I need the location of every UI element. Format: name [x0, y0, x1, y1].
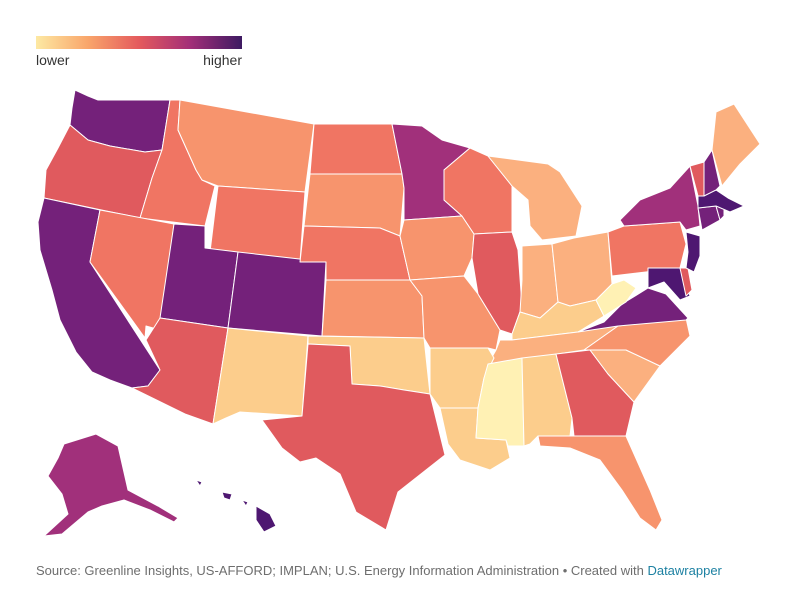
state-north-dakota[interactable]: [309, 123, 403, 175]
state-missouri[interactable]: [409, 275, 501, 351]
state-kansas[interactable]: [321, 279, 425, 339]
state-delaware[interactable]: [679, 267, 693, 297]
state-hawaii[interactable]: [195, 479, 277, 533]
state-iowa[interactable]: [399, 215, 475, 281]
source-text: Source: Greenline Insights, US-AFFORD; I…: [36, 563, 648, 578]
state-michigan[interactable]: [487, 155, 583, 241]
state-california[interactable]: [37, 197, 161, 389]
state-new-york[interactable]: [619, 165, 701, 231]
legend-labels: lower higher: [36, 52, 242, 69]
state-virginia[interactable]: [577, 287, 689, 333]
state-montana[interactable]: [177, 99, 315, 193]
state-massachusetts[interactable]: [697, 189, 745, 213]
state-maine[interactable]: [711, 103, 761, 187]
state-texas[interactable]: [261, 343, 446, 531]
state-west-virginia[interactable]: [595, 279, 637, 317]
datawrapper-link[interactable]: Datawrapper: [647, 563, 722, 578]
state-new-hampshire[interactable]: [703, 149, 721, 197]
legend-gradient-bar: [36, 36, 242, 49]
state-alaska[interactable]: [43, 433, 179, 537]
legend-low-label: lower: [36, 52, 70, 68]
state-new-jersey[interactable]: [685, 231, 701, 273]
legend-high-label: higher: [203, 52, 242, 68]
state-new-mexico[interactable]: [212, 327, 309, 425]
state-colorado[interactable]: [227, 251, 327, 337]
source-credit: Source: Greenline Insights, US-AFFORD; I…: [36, 563, 722, 578]
us-state-map: [37, 89, 761, 537]
state-florida[interactable]: [537, 435, 663, 531]
color-legend: lower higher: [36, 36, 242, 69]
